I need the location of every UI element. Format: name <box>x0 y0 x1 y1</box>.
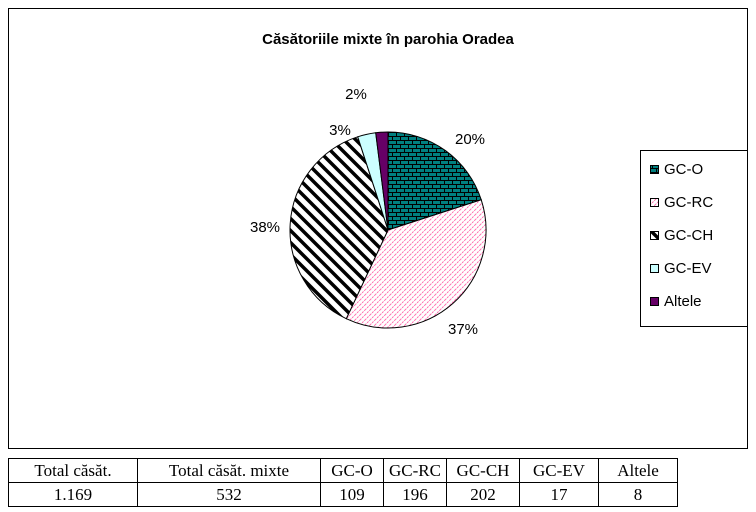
table-cell: Altele <box>598 458 678 483</box>
data-label: 20% <box>455 131 485 148</box>
pie-slice <box>345 199 487 329</box>
table-cell: 109 <box>320 482 384 507</box>
chart: Căsătoriile mixte în parohia Oradea 20% G… <box>8 8 748 449</box>
legend-swatch <box>650 297 659 306</box>
table-row: 1.169 532 109 196 202 17 8 <box>8 482 678 507</box>
table-cell: 8 <box>598 482 678 507</box>
table-cell: GC-EV <box>519 458 599 483</box>
legend-label: GC-RC <box>664 194 713 211</box>
chart-title: Căsătoriile mixte în parohia Oradea <box>262 31 514 48</box>
data-label: 38% <box>250 219 280 236</box>
pie-slice <box>387 131 482 231</box>
legend-label: Altele <box>664 293 702 310</box>
data-table: Total căsăt. Total căsăt. mixte GC-O GC-RC G… <box>8 458 678 507</box>
table-row: Total căsăt. Total căsăt. mixte GC-O GC-RC G… <box>8 458 678 483</box>
table-cell: GC-O <box>320 458 384 483</box>
legend-label: GC-EV <box>664 260 712 277</box>
table-cell: Total căsăt. mixte <box>137 458 321 483</box>
table-cell: GC-CH <box>446 458 520 483</box>
legend-label: GC-CH <box>664 227 713 244</box>
legend-swatch <box>650 231 659 240</box>
table-cell: 202 <box>446 482 520 507</box>
table-cell: Total căsăt. <box>8 458 138 483</box>
data-label: 3% <box>329 122 351 139</box>
table-cell: GC-RC <box>383 458 447 483</box>
data-label: 2% <box>345 86 367 103</box>
table-cell: 17 <box>519 482 599 507</box>
pie-slice <box>289 136 389 320</box>
table-cell: 196 <box>383 482 447 507</box>
data-label: 37% <box>448 321 478 338</box>
table-cell: 532 <box>137 482 321 507</box>
table-cell: 1.169 <box>8 482 138 507</box>
pie-slice <box>375 131 389 231</box>
legend-label: GC-O <box>664 161 703 178</box>
legend-swatch <box>650 165 659 174</box>
legend-swatch <box>650 198 659 207</box>
legend-swatch <box>650 264 659 273</box>
